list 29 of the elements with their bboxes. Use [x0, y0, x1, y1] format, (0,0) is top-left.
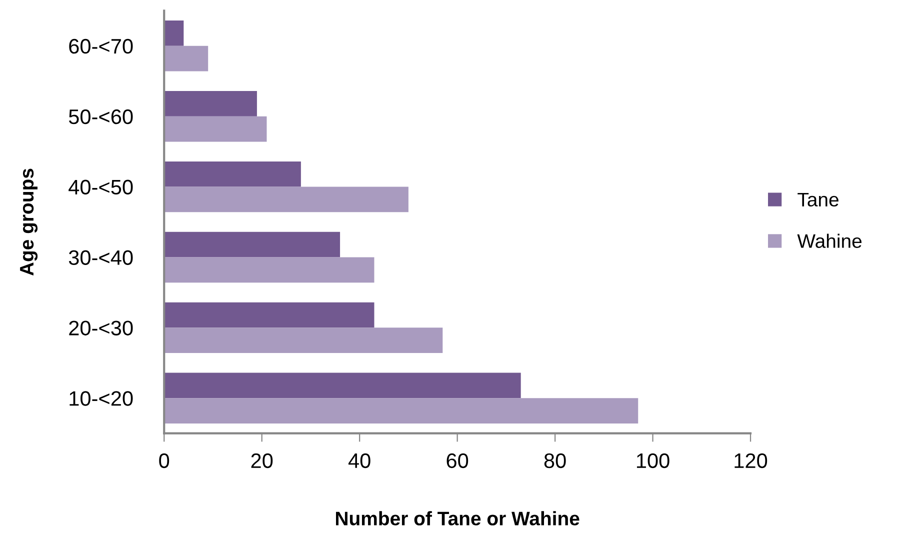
x-tick-label: 60: [446, 453, 468, 468]
bar: [164, 20, 184, 46]
x-tick-label: 120: [734, 453, 768, 468]
y-tick-label: 60-<70: [69, 38, 133, 54]
x-tick-label: 0: [159, 453, 170, 468]
x-tick-label: 20: [251, 453, 273, 468]
bar: [164, 186, 408, 212]
y-tick-label: 40-<50: [68, 180, 133, 195]
bar: [164, 302, 374, 328]
bar: [164, 328, 443, 354]
bar: [164, 257, 374, 283]
y-tick-label: 50-<60: [68, 109, 133, 124]
bar: [164, 116, 267, 142]
y-tick-label: 30-<40: [68, 250, 133, 265]
legend-label: Tane: [798, 192, 838, 207]
legend-label: Wahine: [797, 234, 862, 248]
bar: [164, 398, 638, 424]
x-tick-label: 100: [636, 453, 670, 468]
bar: [164, 91, 257, 116]
y-tick-label: 20-<30: [69, 320, 133, 336]
bar: [164, 232, 340, 258]
y-tick-label: 10-<20: [70, 391, 133, 406]
bar: [164, 372, 521, 398]
x-axis-title: Number of Tane or Wahine: [336, 511, 580, 526]
x-tick-label: 40: [348, 453, 370, 468]
bar: [164, 46, 208, 72]
y-axis-title: Age groups: [20, 168, 38, 276]
bar: [164, 161, 301, 187]
x-tick-label: 80: [544, 453, 566, 468]
